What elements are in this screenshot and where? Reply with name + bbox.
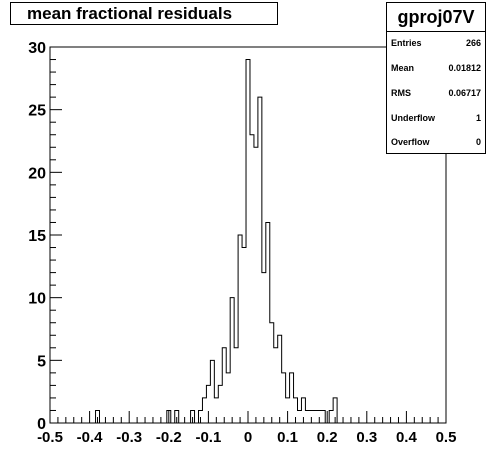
histogram-bin	[329, 410, 333, 423]
x-tick-label: 0.2	[317, 429, 338, 446]
stats-mean: Mean 0.01812	[391, 63, 481, 77]
histogram-bin	[313, 410, 317, 423]
histogram-bin	[175, 410, 179, 423]
histogram-bin	[167, 410, 171, 423]
histogram-bin	[210, 360, 214, 423]
rms-value: 0.06717	[448, 88, 481, 98]
stats-entries: Entries 266	[391, 38, 481, 52]
histogram-bin	[262, 273, 266, 423]
mean-value: 0.01812	[448, 63, 481, 73]
histogram-bin	[294, 398, 298, 423]
x-tick-label: 0.5	[436, 429, 457, 446]
x-tick-label: -0.3	[116, 429, 142, 446]
histogram-bin	[309, 410, 313, 423]
entries-label: Entries	[391, 38, 422, 48]
histogram-bin	[226, 373, 230, 423]
histogram-bin	[333, 398, 337, 423]
histogram-bin	[238, 235, 242, 423]
y-tick-label: 20	[28, 165, 46, 182]
histogram-bin	[305, 410, 309, 423]
histogram-bins	[96, 60, 338, 423]
y-tick-label: 15	[28, 228, 46, 245]
mean-label: Mean	[391, 63, 415, 73]
histogram-bin	[191, 410, 195, 423]
underflow-value: 1	[475, 113, 481, 123]
histogram-bin	[278, 335, 282, 423]
histogram-bin	[206, 385, 210, 423]
stats-underflow: Underflow 1	[391, 113, 481, 127]
histogram-bin	[286, 398, 290, 423]
chart-title: mean fractional residuals	[27, 4, 233, 23]
stats-box: gproj07V Entries 266 Mean 0.01812 RMS 0.…	[386, 2, 486, 154]
histogram-bin	[218, 385, 222, 423]
histogram-bin	[214, 398, 218, 423]
histogram-bin	[96, 410, 100, 423]
x-tick-label: -0.4	[77, 429, 104, 446]
histogram-bin	[270, 323, 274, 423]
histogram-bin	[298, 410, 302, 423]
histogram-bin	[202, 398, 206, 423]
histogram-bin	[258, 97, 262, 423]
x-axis: -0.5 -0.4 -0.3 -0.2 -0.1 0 0.1 0.2 0.3 0.4 0.5	[37, 411, 456, 446]
histogram-outline	[95, 59, 338, 423]
histogram-name: gproj07V	[387, 3, 485, 32]
histogram-bin	[234, 348, 238, 423]
histogram-bin	[282, 373, 286, 423]
histogram-bin	[266, 222, 270, 423]
x-tick-label: 0.1	[277, 429, 298, 446]
stats-overflow: Overflow 0	[391, 137, 481, 151]
x-tick-label: 0.3	[356, 429, 377, 446]
histogram-bin	[254, 147, 258, 423]
histogram-bin	[242, 248, 246, 423]
title-box: mean fractional residuals	[10, 2, 278, 25]
histogram-bin	[199, 410, 203, 423]
histogram-bin	[317, 410, 321, 423]
x-tick-label: -0.5	[37, 429, 63, 446]
x-tick-label: -0.1	[195, 429, 221, 446]
x-tick-label: 0.4	[396, 429, 418, 446]
overflow-value: 0	[475, 137, 481, 147]
y-tick-label: 10	[28, 291, 46, 308]
y-tick-label: 0	[37, 416, 46, 433]
y-axis: 0 5 10 15 20 25 30	[28, 40, 62, 433]
y-tick-label: 30	[28, 40, 46, 57]
histogram-bin	[301, 398, 305, 423]
x-tick-label: -0.2	[156, 429, 182, 446]
histogram-bin	[230, 298, 234, 423]
x-tick-label: 0	[244, 429, 252, 446]
stats-rms: RMS 0.06717	[391, 88, 481, 102]
histogram-bin	[290, 373, 294, 423]
histogram-bin	[222, 348, 226, 423]
histogram-bin	[246, 60, 250, 423]
histogram-bin	[321, 410, 325, 423]
histogram-bin	[274, 348, 278, 423]
rms-label: RMS	[391, 88, 411, 98]
y-tick-label: 5	[37, 353, 46, 370]
y-tick-label: 25	[28, 103, 46, 120]
entries-value: 266	[465, 38, 481, 48]
histogram-bin	[250, 135, 254, 423]
overflow-label: Overflow	[391, 137, 430, 147]
underflow-label: Underflow	[391, 113, 435, 123]
